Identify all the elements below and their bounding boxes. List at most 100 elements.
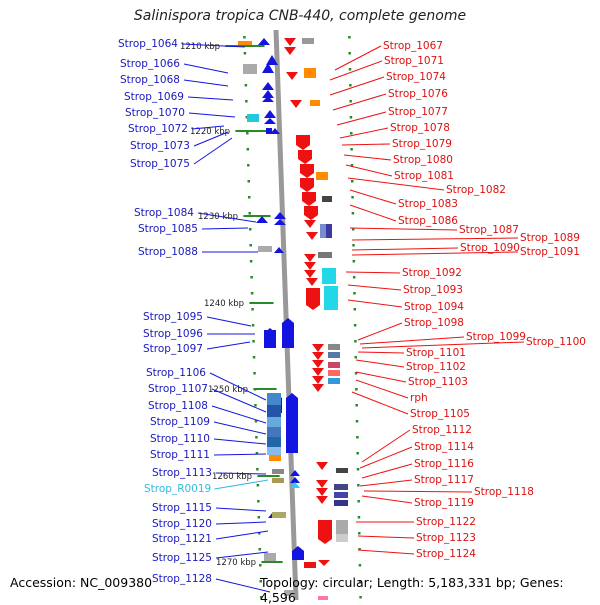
left-gene-label: Strop_1066 bbox=[120, 58, 180, 70]
right-gene-label: Strop_1071 bbox=[384, 55, 444, 67]
right-gene-label: Strop_1112 bbox=[412, 424, 472, 436]
gene-feature-box bbox=[243, 64, 257, 74]
kbp-label: 1240 kbp bbox=[204, 299, 244, 309]
tick-dot bbox=[351, 196, 354, 199]
right-leader-line bbox=[359, 446, 413, 469]
gene-feature-box bbox=[269, 455, 281, 461]
tick-dot bbox=[354, 372, 358, 375]
forward-gene-arrow bbox=[290, 470, 300, 476]
forward-gene-arrow bbox=[264, 118, 276, 124]
gene-feature-box bbox=[324, 286, 338, 310]
tick-dot bbox=[353, 292, 356, 295]
tick-dot bbox=[352, 244, 355, 247]
gene-feature-box bbox=[304, 68, 316, 78]
forward-gene-arrow bbox=[282, 318, 294, 348]
tick-dot bbox=[351, 180, 354, 183]
left-leader-line bbox=[211, 405, 267, 424]
right-gene-label: rph bbox=[410, 392, 428, 404]
accession-text: Accession: NC_009380 bbox=[10, 575, 153, 590]
right-leader-line bbox=[361, 463, 413, 479]
tick-dot bbox=[352, 260, 356, 263]
reverse-gene-arrow bbox=[304, 206, 318, 220]
tick-dot bbox=[351, 212, 355, 215]
gene-feature-box bbox=[310, 100, 320, 106]
tick-dot bbox=[257, 516, 261, 519]
kbp-label: 1270 kbp bbox=[216, 558, 256, 568]
gene-feature-box bbox=[284, 590, 294, 596]
left-gene-label: Strop_1085 bbox=[138, 223, 198, 235]
reverse-gene-arrow bbox=[306, 288, 320, 310]
tick-dot bbox=[258, 548, 262, 551]
gene-feature-box bbox=[328, 378, 340, 384]
left-leader-line bbox=[215, 578, 271, 593]
right-gene-label: Strop_1102 bbox=[406, 361, 466, 373]
tick-dot bbox=[250, 292, 254, 295]
tick-dot bbox=[246, 132, 249, 135]
gene-feature-box bbox=[302, 38, 314, 44]
genome-backbone bbox=[273, 29, 299, 600]
left-leader-line bbox=[206, 341, 251, 350]
left-leader-line bbox=[214, 479, 269, 490]
left-gene-label: Strop_1107 bbox=[148, 383, 208, 395]
gene-feature-box bbox=[272, 469, 284, 474]
left-leader-line bbox=[187, 96, 234, 101]
tick-dot bbox=[246, 148, 250, 151]
right-leader-line bbox=[357, 351, 405, 354]
tick-dot bbox=[352, 276, 356, 279]
gene-feature-box bbox=[272, 478, 284, 483]
right-leader-line bbox=[332, 93, 387, 111]
tick-dot bbox=[349, 116, 353, 119]
left-leader-line bbox=[215, 551, 269, 559]
right-gene-label: Strop_1114 bbox=[414, 441, 474, 453]
right-gene-label: Strop_1117 bbox=[414, 474, 474, 486]
tick-dot bbox=[256, 468, 259, 471]
right-gene-label: Strop_1067 bbox=[383, 40, 443, 52]
right-leader-line bbox=[349, 189, 397, 205]
right-leader-line bbox=[345, 271, 401, 274]
left-gene-label: Strop_1072 bbox=[128, 123, 188, 135]
forward-gene-arrow bbox=[262, 90, 274, 98]
rna-feature-box bbox=[247, 114, 259, 122]
tick-dot bbox=[256, 484, 260, 487]
tick-dot bbox=[359, 596, 362, 599]
forward-gene-arrow bbox=[258, 38, 270, 45]
right-leader-line bbox=[351, 251, 519, 256]
right-gene-label: Strop_1101 bbox=[406, 347, 466, 359]
tick-dot bbox=[351, 228, 355, 231]
rna-arrow bbox=[290, 482, 300, 488]
right-leader-line bbox=[329, 76, 385, 96]
right-leader-line bbox=[347, 284, 402, 291]
reverse-gene-arrow bbox=[306, 278, 318, 286]
right-gene-label: Strop_1082 bbox=[446, 184, 506, 196]
gene-feature-box bbox=[258, 246, 272, 252]
reverse-gene-arrow bbox=[318, 520, 332, 544]
tick-dot bbox=[247, 164, 250, 167]
right-leader-line bbox=[347, 177, 445, 191]
left-gene-label: Strop_1064 bbox=[118, 38, 178, 50]
tick-dot bbox=[255, 452, 259, 455]
left-gene-label: Strop_R0019 bbox=[144, 483, 211, 495]
left-leader-line bbox=[215, 521, 267, 525]
gene-feature-box bbox=[267, 437, 281, 447]
tick-dot bbox=[357, 484, 360, 487]
reverse-gene-arrow bbox=[312, 368, 324, 376]
tick-dot bbox=[251, 324, 255, 327]
left-leader-line bbox=[211, 388, 267, 413]
tick-dot bbox=[247, 196, 251, 199]
forward-gene-arrow bbox=[274, 212, 286, 219]
left-leader-line bbox=[215, 530, 269, 540]
kbp-label: 1210 kbp bbox=[180, 42, 220, 52]
kbp-label: 1260 kbp bbox=[212, 472, 252, 482]
forward-gene-arrow bbox=[274, 247, 284, 253]
tick-dot bbox=[244, 84, 248, 87]
right-gene-label: Strop_1074 bbox=[386, 71, 446, 83]
reverse-gene-arrow bbox=[298, 150, 312, 164]
reverse-gene-arrow bbox=[304, 270, 316, 278]
reverse-gene-arrow bbox=[306, 232, 318, 240]
tick-dot bbox=[245, 116, 249, 119]
tick-dot bbox=[354, 356, 358, 359]
left-leader-line bbox=[188, 112, 236, 118]
tick-dot bbox=[350, 148, 353, 151]
left-leader-line bbox=[213, 438, 267, 445]
left-gene-label: Strop_1113 bbox=[152, 467, 212, 479]
